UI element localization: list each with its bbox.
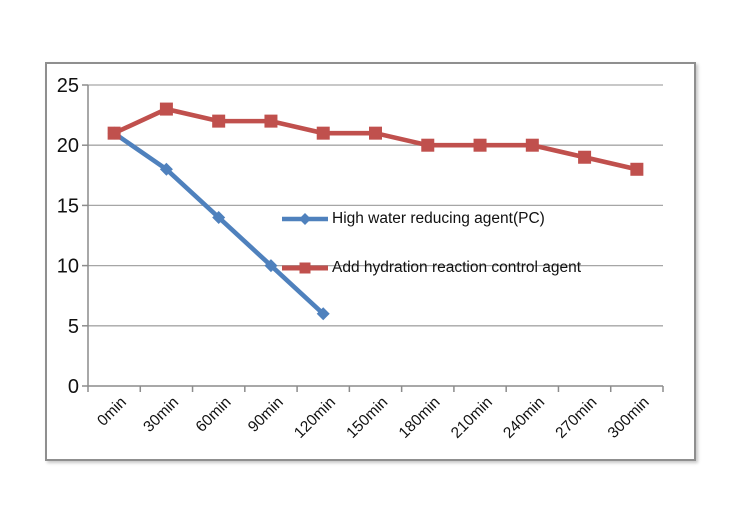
x-tick-label: 270min: [552, 394, 600, 442]
data-point-square-marker: [578, 150, 592, 164]
data-point-square-marker: [264, 114, 278, 128]
y-tick-label: 20: [57, 135, 79, 157]
legend-label-series-2: Add hydration reaction control agent: [332, 259, 582, 276]
chart-frame: 0 5 10 15 20 25 0min 30min 60min 90min 120min 150mi…: [45, 62, 696, 461]
x-tick-label: 30min: [140, 394, 182, 436]
line-chart-plot: 0 5 10 15 20 25 0min 30min 60min 90min 120min 150mi…: [57, 75, 664, 442]
data-point-square-marker: [369, 126, 382, 140]
data-point-square-marker: [316, 126, 330, 140]
x-tick-label: 90min: [245, 394, 287, 436]
x-tick-label: 60min: [193, 394, 235, 436]
data-point-square-marker: [473, 138, 487, 152]
y-tick-label: 5: [68, 316, 79, 338]
data-point-diamond-marker: [212, 210, 226, 224]
x-tick-label: 180min: [396, 394, 444, 442]
blue-series-legend-marker-icon: [282, 213, 328, 225]
x-tick-label: 0min: [94, 394, 130, 430]
data-point-square-marker: [421, 138, 435, 152]
x-tick-label: 210min: [448, 394, 496, 442]
red-series-legend-marker-icon: [282, 262, 328, 274]
data-point-diamond-marker: [264, 259, 278, 273]
x-tick-label: 150min: [343, 394, 391, 442]
data-point-diamond-marker: [316, 307, 330, 321]
x-tick-label: 300min: [605, 394, 653, 442]
data-point-square-marker: [159, 102, 173, 116]
y-tick-label: 15: [57, 195, 79, 217]
data-point-square-marker: [525, 138, 539, 152]
data-point-square-marker: [630, 162, 644, 176]
data-point-square-marker: [212, 114, 226, 128]
data-point-diamond-marker: [159, 162, 173, 176]
legend-entry-add-hydration-reaction-control-agent: Add hydration reaction control agent: [281, 260, 581, 276]
legend-label-series-1: High water reducing agent(PC): [332, 210, 545, 227]
x-tick-label: 120min: [291, 394, 339, 442]
y-tick-label: 10: [57, 256, 79, 278]
y-tick-label: 0: [68, 376, 79, 398]
legend-entry-high-water-reducing-agent: High water reducing agent(PC): [281, 211, 545, 227]
x-tick-label: 240min: [500, 394, 548, 442]
data-point-square-marker: [107, 126, 121, 140]
y-tick-label: 25: [57, 75, 79, 97]
